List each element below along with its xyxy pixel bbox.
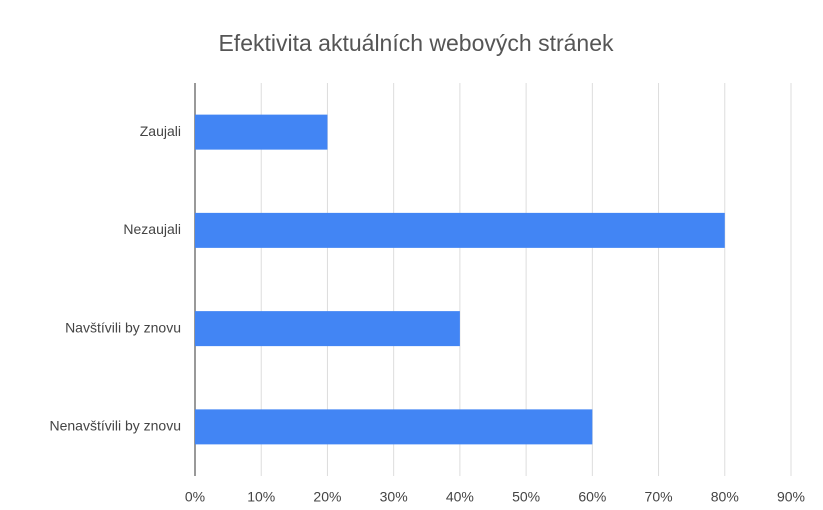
x-tick-label: 40% <box>446 489 474 505</box>
bar <box>195 409 593 445</box>
x-tick-label: 70% <box>645 489 673 505</box>
x-tick-label: 90% <box>777 489 805 505</box>
y-tick-label: Navštívili by znovu <box>65 319 181 335</box>
y-tick-label: Nenavštívili by znovu <box>49 418 181 434</box>
x-tick-label: 60% <box>578 489 606 505</box>
bar <box>195 311 460 347</box>
x-tick-label: 50% <box>512 489 540 505</box>
bar <box>195 114 328 150</box>
x-tick-label: 80% <box>711 489 739 505</box>
bar <box>195 212 725 248</box>
chart-title: Efektivita aktuálních webových stránek <box>218 30 614 56</box>
y-tick-label: Zaujali <box>140 123 181 139</box>
x-tick-label: 20% <box>313 489 341 505</box>
x-tick-label: 10% <box>247 489 275 505</box>
x-tick-label: 0% <box>185 489 205 505</box>
x-tick-label: 30% <box>380 489 408 505</box>
y-tick-label: Nezaujali <box>123 221 181 237</box>
